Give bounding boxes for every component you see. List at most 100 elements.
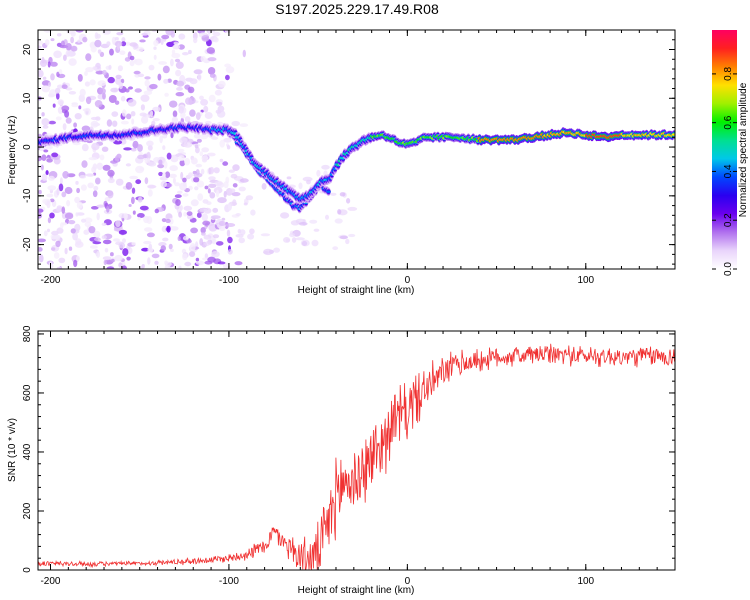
- heat-speckle: [52, 103, 56, 108]
- heat-speckle: [147, 189, 153, 197]
- heat-speckle: [161, 34, 170, 40]
- heat-speckle: [52, 234, 61, 240]
- heat-speckle: [130, 147, 137, 152]
- heat-speckle: [162, 172, 166, 179]
- heat-speckle: [182, 253, 188, 261]
- heat-speckle: [210, 215, 221, 220]
- heat-speckle: [209, 192, 216, 199]
- heat-speckle: [120, 78, 125, 84]
- heat-speckle: [95, 177, 101, 185]
- heat-speckle: [203, 154, 208, 159]
- heat-speckle: [93, 230, 101, 239]
- heat-speckle: [203, 105, 209, 113]
- heat-speckle: [188, 172, 193, 178]
- heat-speckle: [290, 220, 300, 226]
- heat-speckle: [38, 247, 43, 252]
- heat-speckle: [223, 181, 229, 189]
- heat-speckle: [177, 148, 185, 153]
- heat-speckle: [65, 87, 73, 91]
- heat-speckle: [42, 125, 49, 129]
- heat-speckle: [219, 139, 225, 148]
- heat-speckle: [91, 206, 99, 210]
- heat-speckle: [129, 60, 135, 67]
- heat-speckle: [120, 95, 126, 102]
- heat-speckle: [102, 239, 112, 245]
- heat-speckle: [217, 261, 226, 265]
- heat-speckle: [55, 87, 61, 94]
- heat-speckle: [77, 39, 81, 43]
- heat-speckle: [106, 266, 115, 269]
- heat-speckle: [152, 106, 161, 112]
- heat-speckle: [70, 36, 74, 44]
- heat-speckle: [140, 94, 150, 102]
- heat-speckle: [200, 227, 206, 234]
- heat-speckle: [224, 30, 232, 34]
- heat-speckle: [191, 157, 198, 165]
- heat-speckle: [249, 228, 255, 235]
- heat-speckle: [101, 222, 107, 226]
- heat-speckle: [47, 217, 52, 224]
- heat-speckle: [102, 69, 107, 76]
- heat-speckle: [41, 173, 48, 181]
- figure-title: S197.2025.229.17.49.R08: [275, 1, 439, 17]
- heat-speckle: [66, 173, 76, 178]
- heat-speckle: [176, 80, 185, 87]
- heat-speckle: [81, 160, 88, 168]
- heat-speckle: [120, 120, 129, 125]
- heat-speckle: [68, 91, 77, 95]
- heat-speckle: [143, 90, 153, 96]
- heat-speckle: [79, 88, 86, 97]
- heat-speckle: [89, 79, 96, 86]
- heat-speckle: [38, 238, 46, 243]
- y-tick-label: 0: [22, 144, 33, 150]
- heat-speckle: [189, 109, 196, 117]
- heat-speckle: [118, 212, 127, 219]
- heat-speckle: [159, 135, 163, 144]
- heat-speckle: [261, 183, 267, 190]
- heat-speckle: [223, 190, 227, 198]
- heat-speckle: [313, 228, 320, 232]
- heat-speckle: [168, 243, 173, 250]
- heat-speckle: [49, 198, 55, 203]
- heat-speckle: [195, 163, 203, 168]
- spectrogram-xlabel: Height of straight line (km): [298, 285, 415, 296]
- colorbar-tick-label: 0.8: [723, 67, 734, 81]
- heat-speckle: [202, 158, 207, 163]
- heat-speckle: [131, 118, 135, 125]
- heat-speckle: [118, 82, 124, 90]
- heat-speckle: [158, 242, 167, 247]
- heat-speckle: [59, 177, 63, 185]
- heat-speckle: [92, 190, 98, 198]
- heat-speckle: [66, 200, 71, 207]
- heat-speckle: [309, 219, 318, 224]
- heat-speckle: [70, 228, 76, 234]
- heat-speckle: [227, 249, 233, 255]
- heat-speckle: [200, 109, 204, 113]
- heat-speckle: [188, 99, 193, 106]
- heat-speckle: [64, 247, 68, 255]
- heat-speckle: [75, 30, 84, 33]
- heat-speckle: [179, 137, 188, 144]
- heat-speckle: [115, 74, 122, 79]
- heat-speckle: [104, 247, 109, 253]
- heat-speckle: [196, 138, 202, 143]
- heat-speckle: [119, 50, 126, 55]
- heat-speckle: [108, 95, 117, 103]
- heat-speckle: [218, 80, 226, 88]
- heat-speckle: [161, 225, 168, 233]
- heat-speckle: [57, 84, 64, 89]
- heat-speckle: [76, 187, 80, 194]
- heat-speckle: [47, 82, 52, 87]
- heat-speckle: [226, 229, 231, 237]
- heat-speckle: [77, 74, 83, 82]
- x-tick-label: -200: [40, 576, 60, 587]
- heat-speckle: [182, 193, 189, 197]
- heat-speckle: [295, 237, 305, 241]
- heat-speckle: [172, 177, 176, 184]
- heat-speckle: [68, 220, 76, 225]
- heat-speckle: [51, 247, 56, 251]
- heat-speckle: [178, 155, 185, 162]
- heat-speckle: [135, 179, 142, 185]
- heat-speckle: [106, 119, 113, 127]
